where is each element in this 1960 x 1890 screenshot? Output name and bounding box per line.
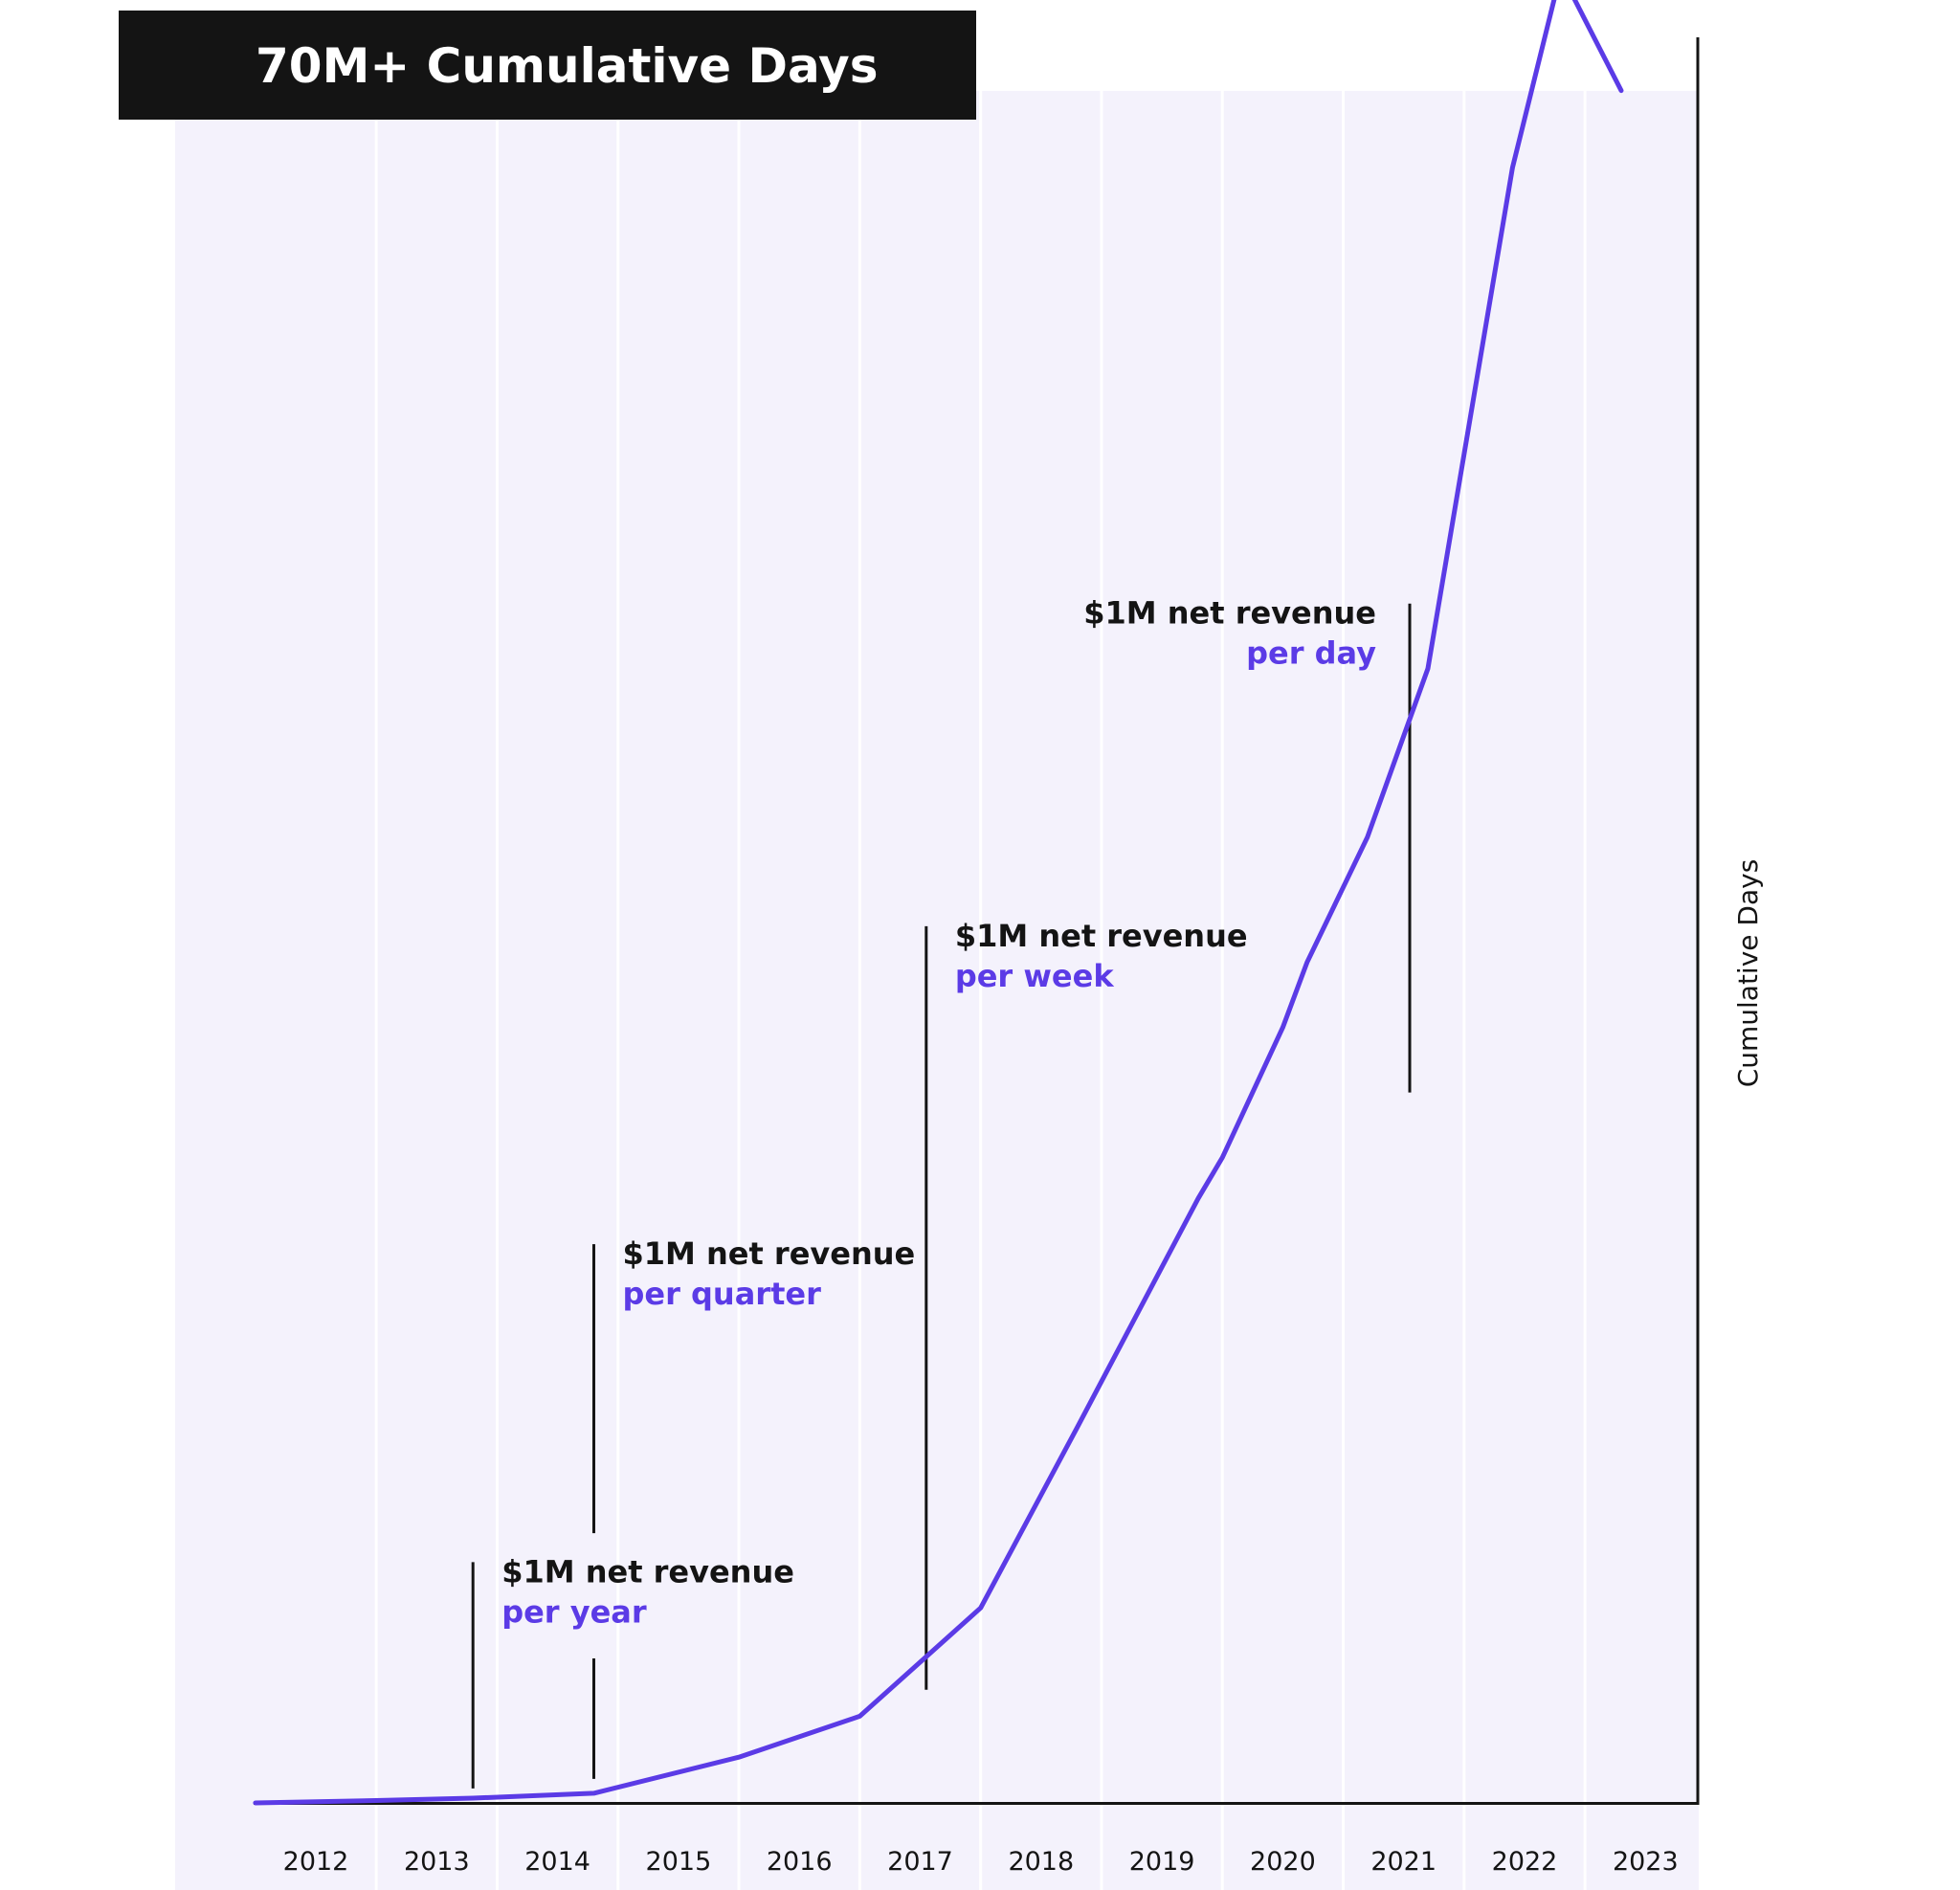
x-tick-label: 2014 [524,1847,590,1877]
x-tick-label: 2022 [1492,1847,1558,1877]
chart-title: 70M+ Cumulative Days [256,38,879,94]
x-tick-label: 2015 [646,1847,712,1877]
x-tick-labels: 2012 2013 2014 2015 2016 2017 2018 2019 2020 2021… [283,1847,1679,1877]
x-tick-label: 2013 [404,1847,470,1877]
annotation-lines [471,603,1412,1789]
annotation-sublabel: per day [1246,635,1376,672]
x-tick-label: 2017 [887,1847,953,1877]
x-tick-label: 2016 [767,1847,833,1877]
annotation-sublabel: per week [955,958,1114,994]
annotation-label: $1M net revenue [501,1553,794,1590]
x-tick-label: 2019 [1129,1847,1195,1877]
x-tick-label: 2021 [1370,1847,1437,1877]
y-axis-label: Cumulative Days [1732,859,1764,1088]
series-line [253,0,1624,1806]
year-separators [374,91,1587,1890]
annotation-label: $1M net revenue [622,1235,915,1272]
x-tick-label: 2023 [1613,1847,1679,1877]
x-tick-label: 2020 [1250,1847,1316,1877]
annotation-label: $1M net revenue [1083,595,1376,632]
plot-background [175,91,1699,1890]
x-tick-label: 2018 [1008,1847,1074,1877]
annotation-label: $1M net revenue [955,918,1248,954]
x-tick-label: 2012 [283,1847,349,1877]
annotation-sublabel: per year [501,1593,647,1630]
annotation-sublabel: per quarter [622,1276,821,1312]
title-background [119,11,976,120]
